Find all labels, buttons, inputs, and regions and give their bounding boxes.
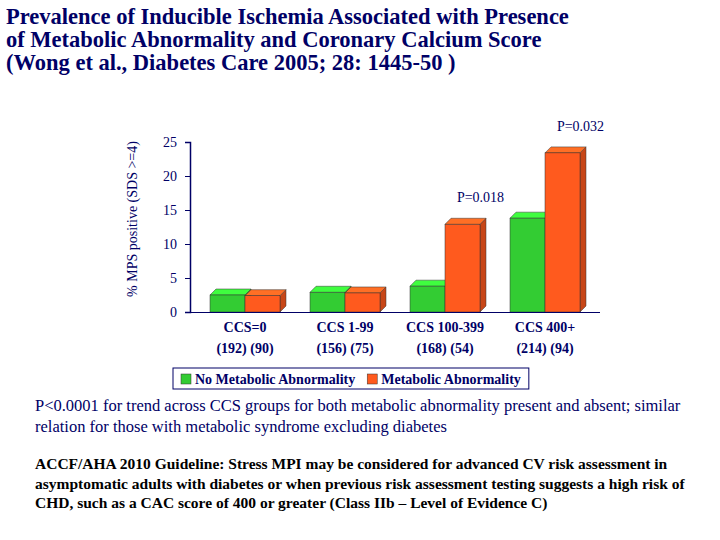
category-count: (192) (90) <box>216 341 273 357</box>
y-tick: 10 <box>163 237 190 252</box>
legend-label: Metabolic Abnormality <box>381 372 521 387</box>
y-tick: 25 <box>163 135 190 150</box>
note: P<0.0001 for trend across CCS groups for… <box>35 396 695 437</box>
x-tick: CCS 100-399 <box>406 312 484 335</box>
x-axis: CCS=0 CCS 1-99 CCS 100-399 CCS 400+ <box>190 312 600 335</box>
title-group: Prevalence of Inducible Ischemia Associa… <box>6 4 569 75</box>
legend-label: No Metabolic Abnormality <box>195 372 355 387</box>
note: ACCF/AHA 2010 Guideline: Stress MPI may … <box>35 454 695 513</box>
bar-top <box>545 147 586 153</box>
y-tick-label: 10 <box>163 237 177 252</box>
bar-top <box>310 286 351 292</box>
y-tick: 15 <box>163 203 190 218</box>
bar <box>545 153 580 312</box>
bar <box>245 296 280 312</box>
y-tick-mark <box>185 176 190 177</box>
x-tick-label: CCS=0 <box>224 320 267 335</box>
legend-swatch <box>181 374 191 384</box>
bar <box>310 292 345 312</box>
bar <box>210 295 245 312</box>
y-axis-line <box>185 143 191 313</box>
x-tick: CCS=0 <box>224 312 267 335</box>
y-tick-mark <box>185 142 190 143</box>
legend: No Metabolic Abnormality Metabolic Abnorm… <box>173 368 529 389</box>
x-tick: CCS 400+ <box>515 312 576 335</box>
bar <box>510 218 545 312</box>
slide: Prevalence of Inducible Ischemia Associa… <box>0 0 720 540</box>
category-count: (168) (54) <box>416 341 473 357</box>
bar-top <box>345 287 386 293</box>
bars <box>210 147 586 312</box>
y-tick-label: 5 <box>170 271 177 286</box>
y-tick-label: 20 <box>163 169 177 184</box>
bar <box>345 293 380 312</box>
bar-side <box>580 147 586 312</box>
bar <box>445 224 480 312</box>
title: (Wong et al., Diabetes Care 2005; 28: 14… <box>6 50 456 75</box>
x-tick: CCS 1-99 <box>316 312 373 335</box>
bar-top <box>245 290 286 296</box>
y-tick-mark <box>185 278 190 279</box>
y-tick-label: 15 <box>163 203 177 218</box>
y-axis: 0 5 10 15 20 25 <box>163 135 191 320</box>
annotation: P=0.018 <box>457 190 504 205</box>
legend-box <box>173 368 529 389</box>
title: Prevalence of Inducible Ischemia Associa… <box>6 4 569 29</box>
bar <box>410 286 445 312</box>
y-axis-title: % MPS positive (SDS >=4) <box>125 141 141 297</box>
x-tick-label: CCS 1-99 <box>316 320 373 335</box>
bar-group <box>445 218 486 312</box>
y-tick-label: 25 <box>163 135 177 150</box>
y-tick: 0 <box>170 305 190 320</box>
y-tick: 20 <box>163 169 190 184</box>
legend-item: No Metabolic Abnormality <box>181 372 355 387</box>
annotation: P=0.032 <box>557 119 604 134</box>
bar-side <box>480 218 486 312</box>
x-axis-line <box>190 312 600 313</box>
title: of Metabolic Abnormality and Coronary Ca… <box>6 27 541 52</box>
y-tick: 5 <box>170 271 190 286</box>
y-tick-label: 0 <box>170 305 177 320</box>
y-tick-mark <box>185 312 190 313</box>
y-tick-mark <box>185 210 190 211</box>
category-count: (214) (94) <box>516 341 573 357</box>
bar-group <box>245 290 286 312</box>
y-tick-mark <box>185 244 190 245</box>
category-count: (156) (75) <box>316 341 373 357</box>
legend-item: Metabolic Abnormality <box>367 372 521 387</box>
bar-top <box>445 218 486 224</box>
x-tick-label: CCS 400+ <box>515 320 576 335</box>
bar-top <box>210 289 251 295</box>
x-tick-label: CCS 100-399 <box>406 320 484 335</box>
bar-group <box>345 287 386 312</box>
bar-group <box>545 147 586 312</box>
legend-swatch <box>367 374 377 384</box>
